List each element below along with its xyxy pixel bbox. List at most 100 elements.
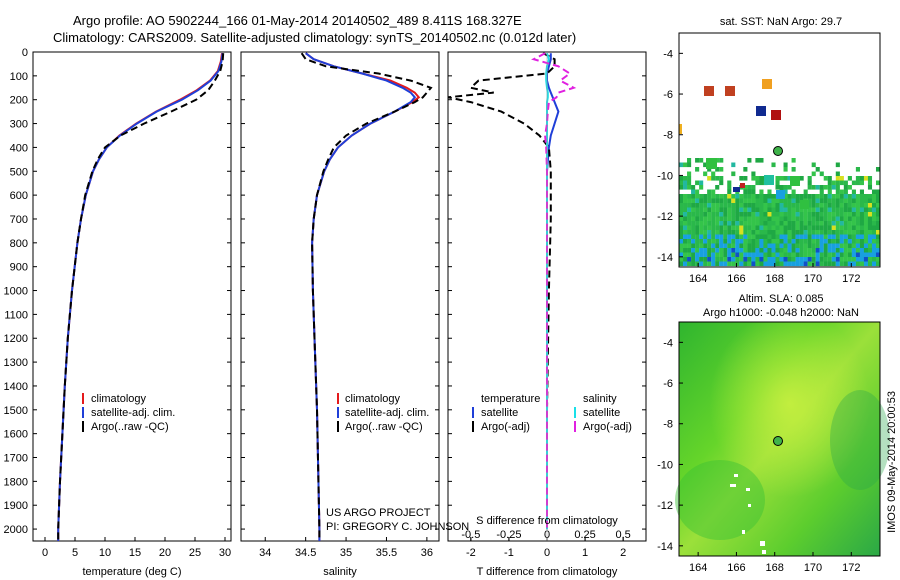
sst-cell [791,243,796,249]
sst-cell [747,194,752,199]
sst-cell [831,248,836,253]
sst-cell [835,234,840,240]
sst-cell [851,225,856,231]
sst-cell [855,212,860,217]
sst-cell [679,216,684,222]
sst-cell [735,261,740,267]
sst-cell [771,234,776,240]
sst-cell [811,221,816,226]
sst-cell [795,216,800,222]
sst-cell [871,252,877,258]
sst-cell [843,180,848,186]
difference-top-label: S difference from climatology [476,515,618,527]
sst-cell [855,230,860,235]
sst-cell [839,257,844,262]
sst-cell [855,176,860,181]
sst-cell [683,162,688,168]
sst-cell [823,252,828,258]
sst-cell [743,167,748,172]
sst-cell [855,243,860,249]
sst-cell [743,189,748,195]
sst-cell [743,257,748,262]
sst-cell [683,248,688,253]
sst-cell [679,230,684,235]
sst-cell [775,225,780,231]
sst-cell [859,180,864,186]
sst-cell [815,257,820,262]
sst-cell [767,207,772,213]
y-tick-label: 500 [10,166,28,178]
sst-cell [783,207,788,213]
sst-cell [715,221,720,226]
sst-cell [691,194,696,199]
sst-cell [807,203,812,208]
sla-map-low [675,460,765,540]
sst-cell [855,239,860,244]
sst-cell [723,243,728,249]
sst-cell [875,198,881,204]
sst-cell [679,257,684,262]
sst-cell [727,194,732,199]
sst-cell [687,243,692,249]
sst-cell [827,176,832,181]
sst-cell [703,207,708,213]
sst-cell [747,252,752,258]
sst-cell [707,257,712,262]
sst-cell [847,198,852,204]
y-tick-label: 0 [22,47,28,59]
x2-tick-label: 0.5 [616,529,631,541]
map-y-tick-label: -4 [663,48,673,60]
sst-cell [851,189,856,195]
sst-cell [727,207,732,213]
sst-cell [727,225,732,231]
sst-cell [695,230,700,235]
sst-cell [779,198,784,204]
sst-cell [855,180,860,186]
sst-cell [843,243,848,249]
sst-cell [739,194,744,199]
sst-cell [871,225,877,231]
x-tick-label: 15 [129,547,141,559]
sst-cell [779,176,784,181]
sst-cell [711,252,716,258]
sst-cell [711,225,716,231]
sst-cell [759,203,764,208]
sst-cell [839,176,844,181]
sst-cell [779,261,784,267]
sst-cell [767,252,772,258]
sst-cell [847,239,852,244]
sst-cell [851,257,856,262]
sst-cell [831,230,836,235]
legend-header-temperature: temperature [481,393,540,405]
sst-cell [707,239,712,244]
sst-cell [847,257,852,262]
sst-cell [683,239,688,244]
sst-cell [791,221,796,226]
sst-cell [871,216,877,222]
sst-cell [751,239,756,244]
sst-cell [835,198,840,204]
sst-cell [819,185,824,190]
sst-cell [791,207,796,213]
sst-cell [727,243,732,249]
sst-cell [807,198,812,204]
sst-cell [747,248,752,253]
sst-cell [779,239,784,244]
sst-cell [835,239,840,244]
sst-cell [719,158,724,163]
sst-cell [731,257,736,262]
sst-cell [679,198,684,204]
sst-cell [803,243,808,249]
sst-cell [871,239,877,244]
sst-cell [715,243,720,249]
sst-cell [859,243,864,249]
sst-cell [839,225,844,231]
sst-cell [723,261,728,267]
sst-cell [811,212,816,217]
sst-cell [791,261,796,267]
sst-cell [755,198,760,204]
sst-cell [731,162,736,168]
sst-cell [723,221,728,226]
sst-cell [679,203,684,208]
sst-cell [763,216,768,222]
